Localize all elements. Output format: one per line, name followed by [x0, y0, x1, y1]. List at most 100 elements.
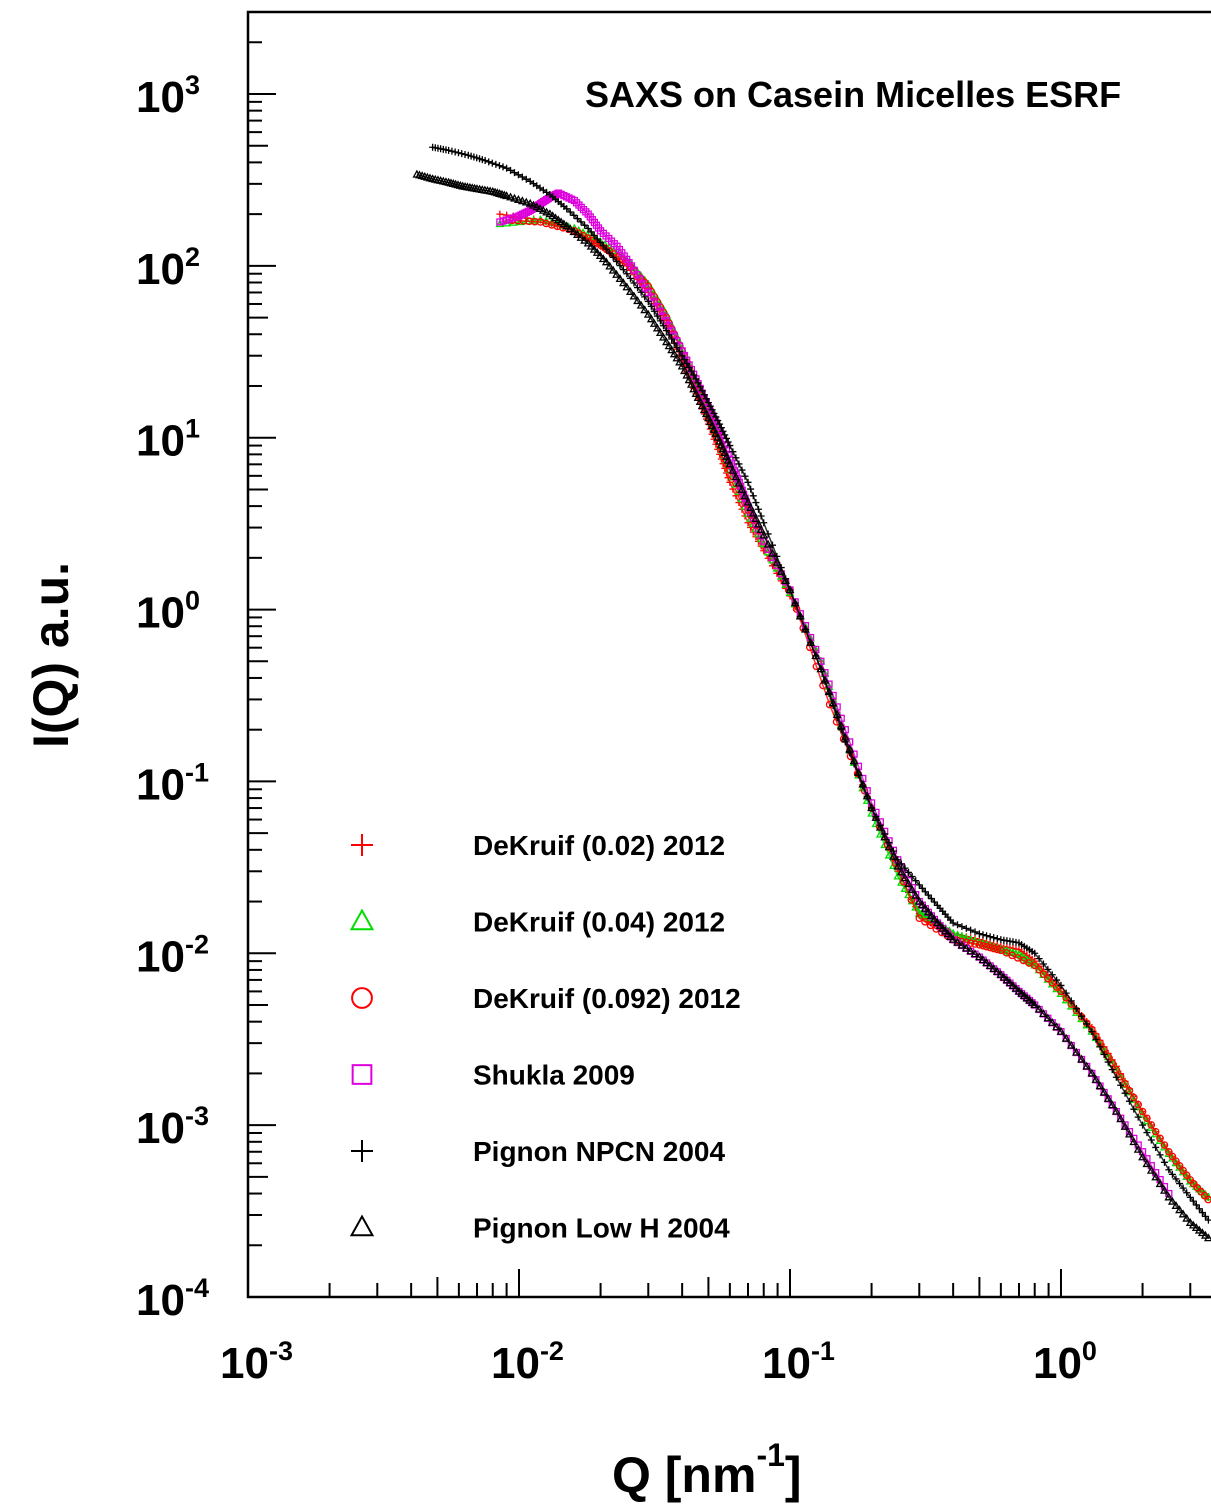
data-point	[653, 312, 661, 320]
data-point	[734, 478, 744, 487]
data-point	[492, 160, 500, 168]
data-point	[687, 367, 695, 375]
data-point	[811, 651, 821, 660]
data-point	[1077, 1054, 1086, 1063]
data-point	[704, 399, 712, 407]
x-tick-label: 10-1	[762, 1336, 835, 1388]
data-point	[701, 409, 711, 418]
data-point	[763, 539, 773, 548]
legend-marker-square-icon	[351, 1064, 373, 1085]
data-point	[992, 966, 1002, 975]
data-point	[990, 934, 998, 942]
data-point	[662, 337, 671, 346]
y-tick-label-exponent: 2	[185, 242, 200, 272]
data-point	[451, 148, 459, 156]
data-point	[1092, 1035, 1100, 1043]
data-point	[655, 328, 665, 337]
data-point	[577, 203, 585, 211]
data-point	[1125, 1097, 1133, 1105]
data-point	[525, 198, 535, 207]
data-point	[920, 903, 930, 912]
x-tick-label-exponent: -3	[269, 1336, 293, 1366]
x-tick-label-exponent: -2	[540, 1336, 564, 1366]
data-point	[900, 873, 910, 882]
data-point	[1067, 997, 1075, 1005]
data-point	[915, 881, 923, 889]
data-point	[586, 241, 596, 250]
data-point	[989, 944, 998, 953]
data-point	[640, 305, 650, 314]
legend-item: DeKruif (0.02) 2012	[351, 830, 725, 861]
data-point	[445, 146, 453, 154]
data-point	[1197, 1228, 1207, 1237]
y-tick-label-exponent: -1	[185, 757, 209, 787]
data-point	[689, 384, 699, 393]
chart-title: SAXS on Casein Micelles ESRF	[585, 74, 1121, 115]
data-point	[693, 393, 703, 401]
data-point	[974, 952, 984, 961]
data-point	[652, 323, 662, 332]
data-point	[982, 958, 991, 967]
data-point	[1005, 978, 1015, 987]
data-point	[737, 484, 747, 493]
data-point	[625, 287, 635, 295]
data-point	[650, 307, 658, 315]
data-point	[915, 914, 924, 923]
y-tick-label: 101	[136, 414, 200, 466]
data-point	[662, 327, 670, 335]
data-point	[569, 227, 579, 236]
data-point	[1195, 1205, 1203, 1213]
data-point	[751, 514, 761, 523]
data-point	[781, 576, 791, 584]
y-tick-label-base: 10	[136, 589, 185, 638]
data-point	[884, 842, 894, 851]
y-tick-label: 10-1	[136, 757, 209, 809]
data-point	[1107, 1100, 1117, 1109]
data-point	[677, 361, 687, 370]
data-point	[587, 228, 595, 236]
data-point	[735, 460, 743, 468]
data-point	[979, 941, 987, 950]
data-point	[1133, 1144, 1143, 1153]
data-point	[1044, 965, 1052, 973]
data-point	[605, 261, 615, 270]
data-point	[1108, 1066, 1116, 1074]
data-point	[1124, 1087, 1134, 1096]
data-point	[970, 949, 980, 958]
data-point	[929, 914, 939, 923]
data-point	[565, 224, 575, 233]
data-point	[1192, 1201, 1200, 1209]
data-point	[748, 508, 758, 517]
data-point	[948, 934, 958, 943]
data-point	[993, 945, 1002, 954]
data-point	[862, 791, 872, 800]
data-point	[1188, 1220, 1198, 1229]
data-point	[461, 150, 469, 158]
data-point	[602, 245, 610, 253]
data-point	[579, 205, 588, 214]
y-tick-label-base: 10	[136, 760, 185, 809]
data-point	[1160, 1185, 1169, 1194]
data-point	[935, 920, 945, 929]
data-point	[832, 709, 842, 718]
data-point	[669, 349, 679, 358]
data-point	[1203, 1233, 1211, 1242]
data-point	[622, 282, 632, 291]
data-point	[978, 955, 988, 964]
data-point	[668, 335, 676, 343]
data-point	[1052, 983, 1061, 991]
data-point	[575, 201, 583, 209]
data-point	[626, 274, 634, 282]
data-point	[1191, 1223, 1201, 1232]
y-tick-label: 100	[136, 586, 200, 638]
data-point	[1125, 1086, 1134, 1095]
data-point	[488, 159, 496, 167]
data-point	[1175, 1205, 1184, 1214]
data-point	[785, 585, 795, 594]
data-point	[889, 851, 898, 860]
data-point	[563, 205, 571, 213]
data-point	[646, 314, 656, 323]
data-point	[927, 895, 935, 903]
